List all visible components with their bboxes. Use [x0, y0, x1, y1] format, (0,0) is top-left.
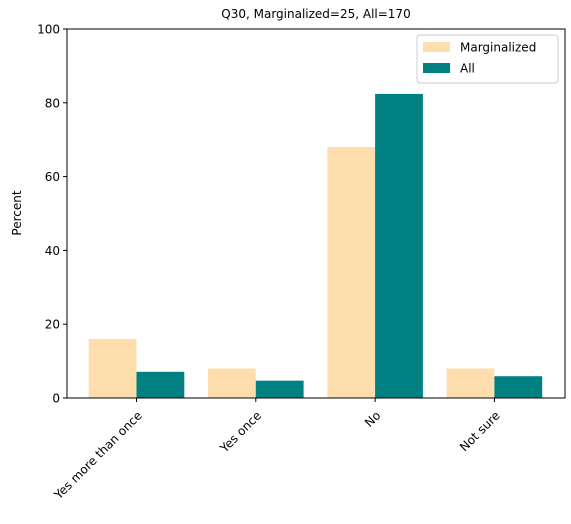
y-tick-label: 60: [45, 170, 60, 184]
legend-swatch-all: [423, 63, 450, 73]
y-tick-label: 0: [52, 392, 60, 406]
y-tick-label: 20: [45, 318, 60, 332]
bar-marginalized-0: [88, 338, 137, 398]
plot-frame: [66, 28, 566, 399]
bar-marginalized-1: [208, 368, 256, 398]
y-axis-label: Percent: [10, 190, 24, 235]
legend-box: [416, 34, 559, 84]
x-tick-label: No: [362, 408, 383, 429]
x-axis: Yes more than once Yes once No Not sure: [51, 398, 503, 503]
legend-label-all: All: [460, 62, 475, 76]
bar-all-1: [255, 380, 304, 398]
y-tick-label: 80: [45, 96, 60, 110]
y-tick-label: 100: [37, 23, 60, 37]
chart-title: Q30, Marginalized=25, All=170: [221, 7, 410, 21]
legend-swatch-marginalized: [423, 42, 450, 52]
x-tick-label: Not sure: [457, 408, 503, 454]
bar-all-2: [375, 93, 423, 398]
legend: Marginalized All: [416, 34, 559, 84]
y-tick-label: 40: [45, 244, 60, 258]
bar-all-3: [494, 376, 543, 398]
y-axis: 0 20 40 60 80 100: [37, 23, 67, 406]
legend-label-marginalized: Marginalized: [460, 41, 536, 55]
bar-marginalized-3: [446, 368, 495, 398]
bar-all-0: [136, 371, 185, 398]
x-tick-label: Yes once: [217, 408, 264, 455]
x-tick-label: Yes more than once: [51, 408, 145, 502]
bar-marginalized-2: [327, 147, 376, 398]
bars-group: [88, 93, 543, 398]
